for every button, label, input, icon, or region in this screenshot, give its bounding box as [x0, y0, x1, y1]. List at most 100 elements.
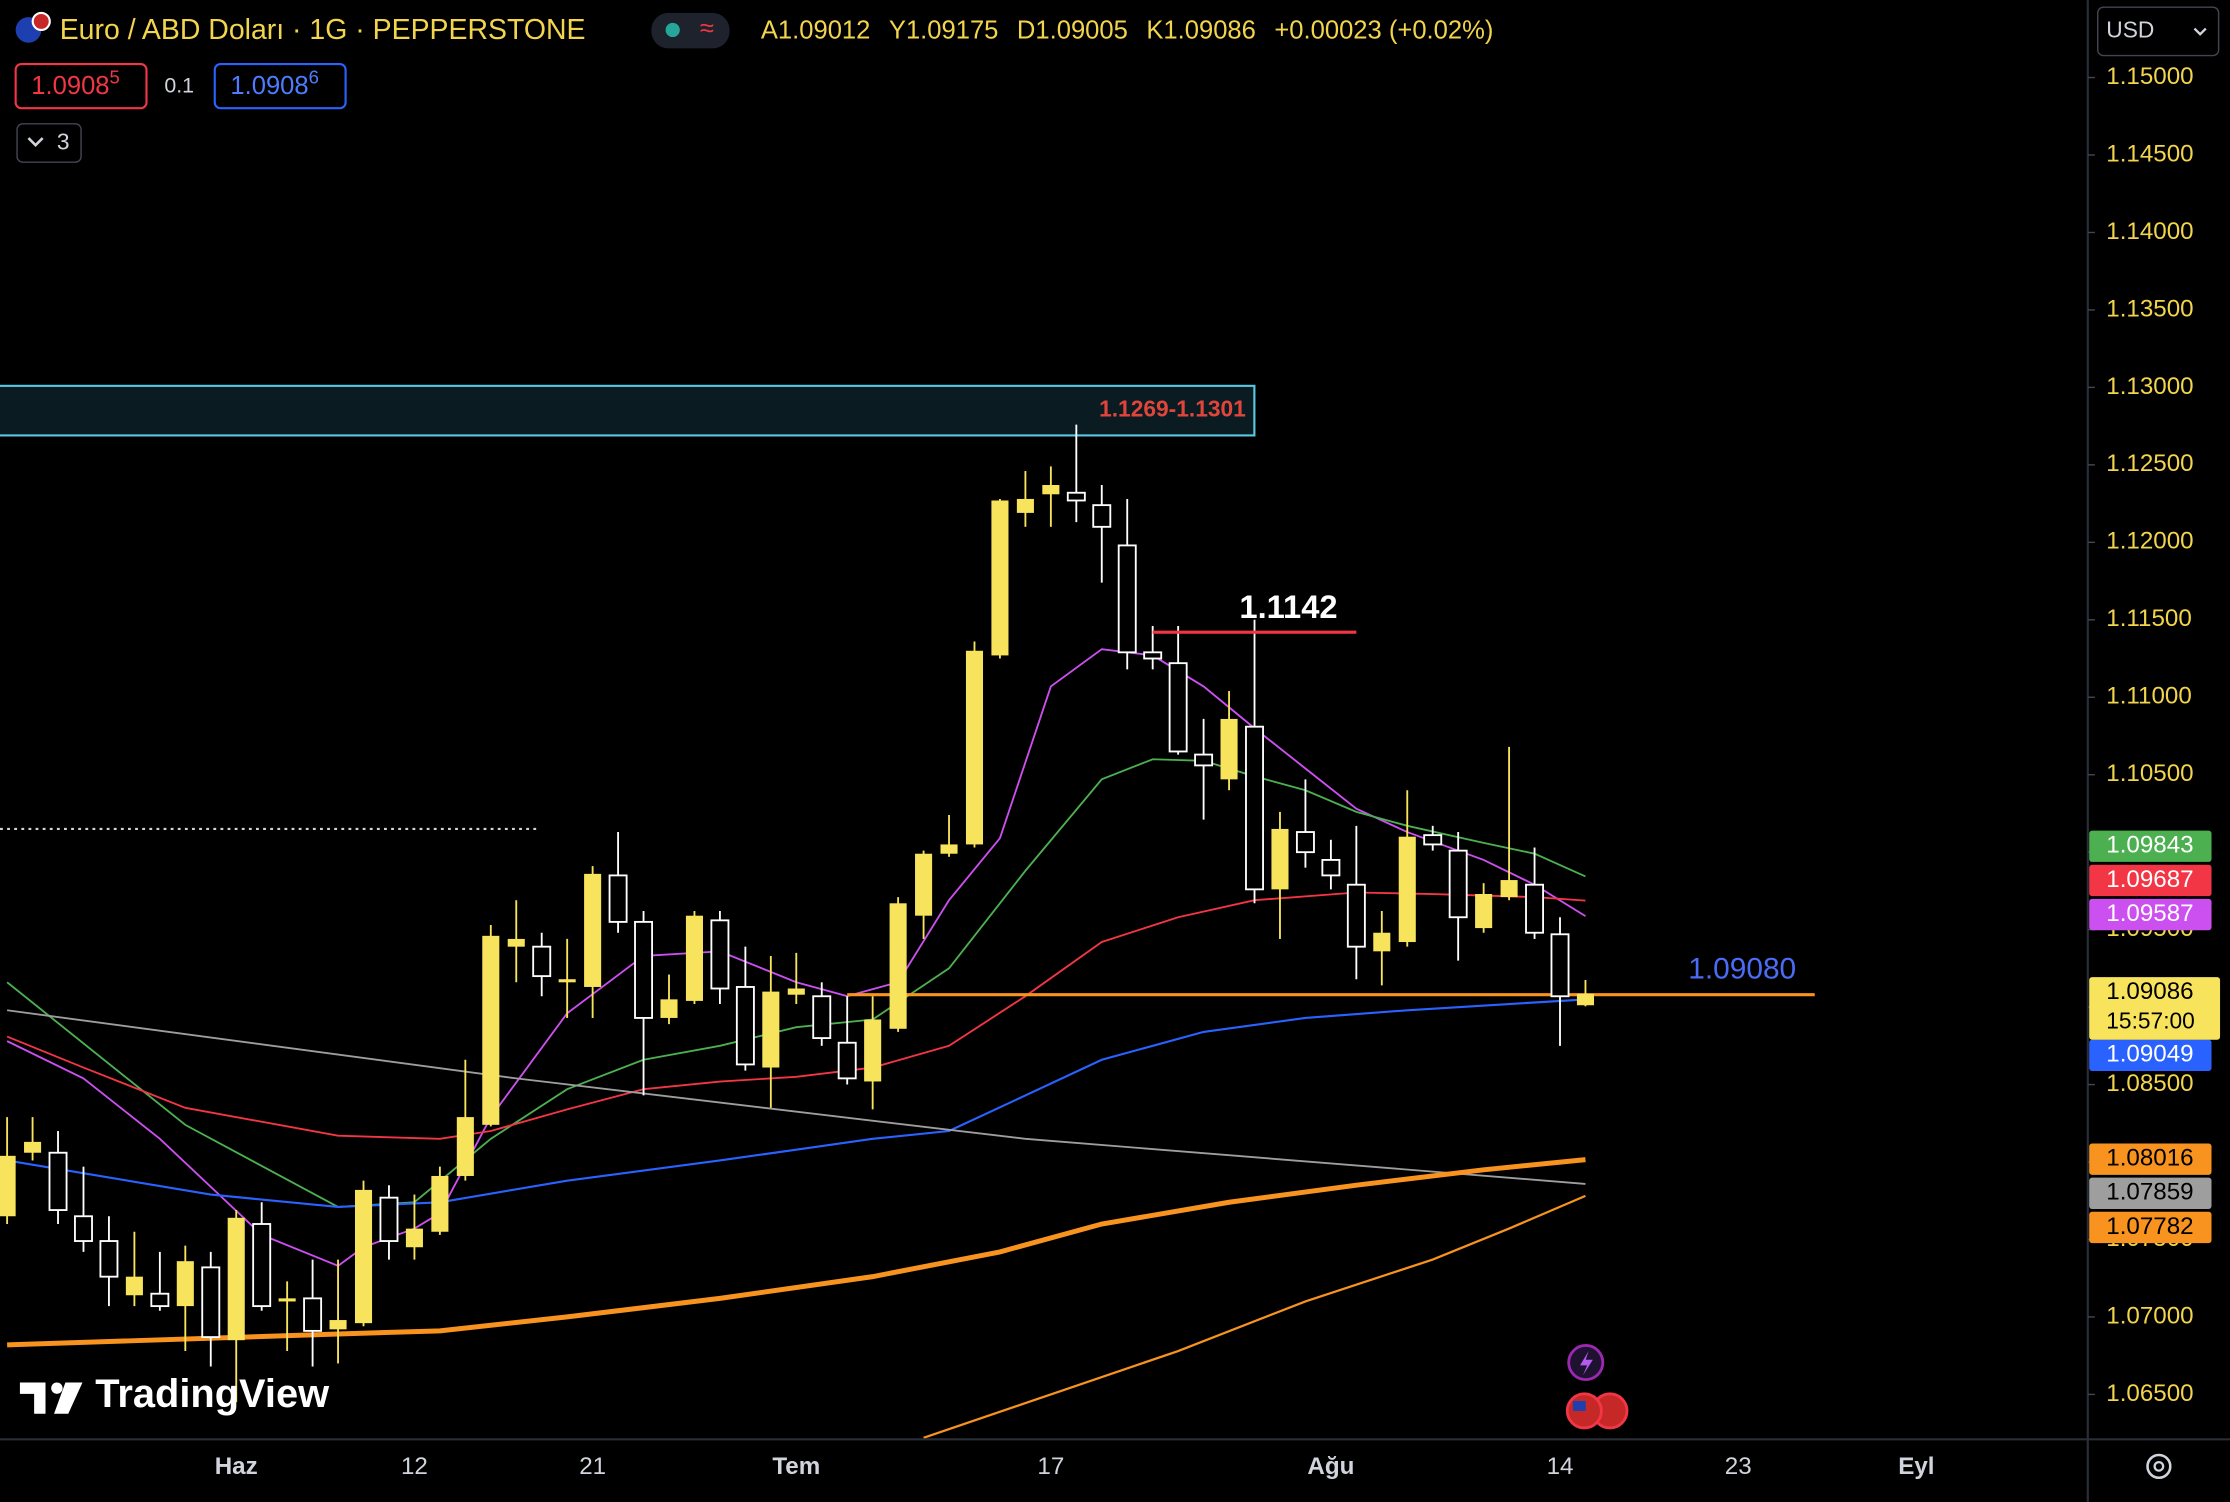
settings-icon[interactable] [2146, 1453, 2172, 1480]
candle-body [125, 1276, 143, 1296]
y-tick-label: 1.10500 [2106, 760, 2193, 787]
main: 1.0908 [230, 72, 308, 100]
x-tick-label: Eyl [1898, 1453, 1934, 1480]
price-label: 1.07782 [2106, 1213, 2193, 1240]
x-tick-label: 21 [579, 1453, 606, 1480]
moving-average [7, 1157, 1586, 1348]
candle-body [278, 1298, 296, 1302]
price-label: 1.09687 [2106, 866, 2193, 893]
sell-button[interactable] [14, 63, 148, 110]
candle-body [608, 874, 628, 923]
price-axis: 1.065001.070001.075001.080001.085001.090… [2087, 63, 2221, 1407]
candle-body [991, 500, 1009, 656]
moving-average [6, 891, 1586, 1140]
y-tick-label: 1.15000 [2106, 63, 2193, 90]
candle-body [176, 1261, 194, 1307]
candle-body [1016, 498, 1034, 513]
spread: 0.1 [164, 73, 194, 97]
y-tick-label: 1.07000 [2106, 1302, 2193, 1329]
candle-body [456, 1117, 474, 1176]
candle-body [532, 945, 552, 978]
candle-body [864, 1019, 882, 1082]
candle-body [1346, 883, 1366, 948]
candle-body [1550, 933, 1570, 998]
price-label-bg [2089, 864, 2212, 897]
candle-body [889, 903, 907, 1029]
buy-price[interactable]: 1.09086 [230, 66, 319, 99]
price-label-bg [2089, 1039, 2212, 1071]
y-tick-label: 1.12500 [2106, 450, 2193, 477]
candle-body [915, 853, 933, 916]
y-tick-label: 1.11500 [2106, 605, 2192, 632]
currency: USD [2106, 16, 2154, 42]
pip: 5 [110, 66, 120, 87]
price-label: 1.09049 [2106, 1041, 2193, 1068]
buy-button[interactable] [213, 63, 347, 110]
gear [2146, 1453, 2172, 1480]
gear-center [2153, 1460, 2165, 1472]
logo-mark [51, 1382, 63, 1394]
price-label-bg [2089, 1211, 2212, 1244]
pip: 6 [309, 66, 319, 87]
ohlc-header: A1.09012 Y1.09175 D1.09005 K1.09086 +0.0… [761, 16, 1494, 44]
indicators-toggle[interactable] [16, 123, 82, 163]
last-price: 1.09086 [2106, 978, 2193, 1005]
price-label-bg [2089, 830, 2212, 862]
candle-body [48, 1151, 68, 1211]
candle-body [837, 1041, 857, 1080]
y-tick-label: 1.14500 [2106, 140, 2193, 167]
sell-price[interactable]: 1.09085 [31, 66, 120, 99]
label: D [1017, 16, 1035, 44]
candle-body [252, 1223, 272, 1308]
y-tick-label: 1.12000 [2106, 528, 2193, 555]
chevron [27, 137, 44, 147]
candle-body [431, 1175, 449, 1232]
candle-body [405, 1228, 423, 1248]
candle-body [1398, 836, 1416, 943]
logo-text: TradingView [95, 1372, 330, 1416]
market-open-dot [665, 22, 680, 38]
symbol-icon [15, 11, 51, 43]
candle-body [584, 873, 602, 987]
y-tick-label: 1.11000 [2106, 683, 2192, 710]
candle-body [1066, 491, 1086, 502]
candle-body [150, 1292, 170, 1308]
x-tick-label: 14 [1547, 1453, 1574, 1480]
x-tick-label: Haz [215, 1453, 258, 1480]
candle-body [1092, 504, 1112, 528]
candle-body [940, 844, 958, 854]
candle-body [1271, 828, 1289, 890]
tradingview-logo: TradingView [19, 1372, 330, 1416]
value: 1.09012 [778, 16, 870, 44]
candle-body [379, 1196, 399, 1242]
candle-body [227, 1217, 245, 1341]
countdown: 15:57:00 [2106, 1008, 2195, 1034]
candle-body [735, 986, 755, 1066]
candle-body [1373, 932, 1391, 952]
lightning [1580, 1351, 1593, 1376]
zone [0, 384, 1256, 437]
value: 1.09086 [1163, 16, 1255, 44]
change: +0.00023 (+0.02%) [1274, 16, 1493, 44]
value: 1.09175 [906, 16, 998, 44]
last-price-bg [2089, 977, 2221, 1040]
zone-label: 1.1269-1.1301 [1099, 396, 1246, 422]
candle-body [1525, 883, 1545, 934]
candle-body [1220, 718, 1238, 780]
candle-body [1321, 858, 1341, 877]
y-tick-label: 1.14000 [2106, 218, 2193, 245]
candle-body [1117, 544, 1137, 654]
logo-mark [54, 1382, 83, 1414]
y-tick-label: 1.13000 [2106, 373, 2193, 400]
x-tick-label: Ağu [1307, 1453, 1354, 1480]
candle-body [1168, 662, 1188, 753]
price-label: 1.07859 [2106, 1179, 2193, 1206]
price-label-bg [2089, 898, 2212, 931]
candle-body [99, 1240, 119, 1278]
candle-body [634, 920, 654, 1019]
candle-body [303, 1297, 323, 1332]
y-tick-label: 1.13500 [2106, 295, 2193, 322]
currency-dropdown[interactable] [2097, 6, 2220, 57]
